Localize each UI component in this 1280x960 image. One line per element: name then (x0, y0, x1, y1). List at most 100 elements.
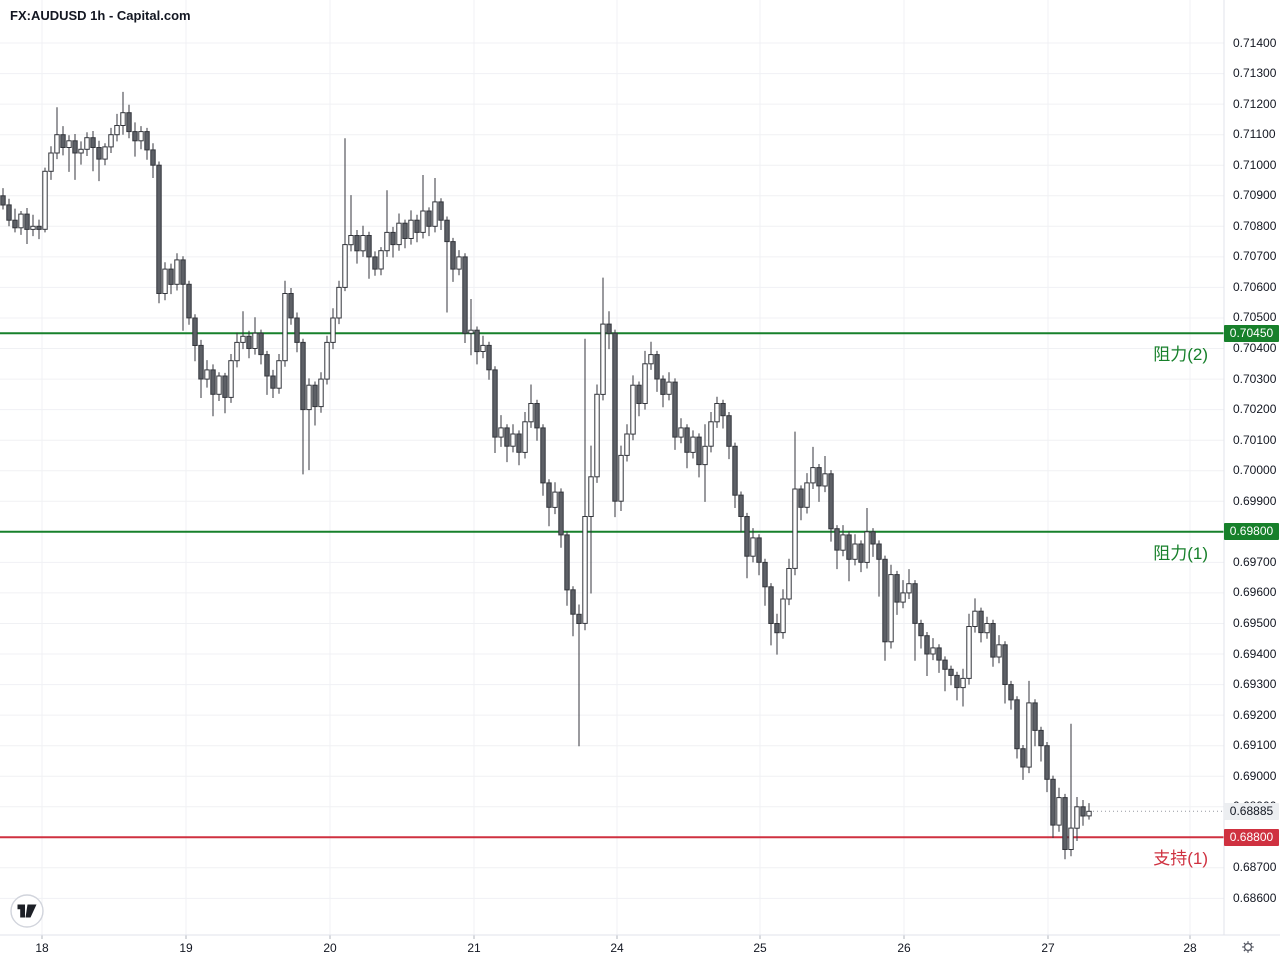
candle-body (60, 134, 66, 148)
candle-body (114, 125, 120, 136)
candle-body (354, 235, 360, 252)
candle-body (648, 354, 654, 365)
price-tick-label: 0.70700 (1233, 249, 1277, 264)
candle-body (402, 222, 408, 239)
resistance-1-price-badge: 0.69800 (1224, 523, 1279, 541)
price-tick-label: 0.70500 (1233, 310, 1277, 325)
candle-body (102, 146, 108, 160)
candle-body (750, 537, 756, 557)
price-tick-label: 0.71100 (1233, 127, 1276, 142)
candle-body (72, 140, 78, 154)
tradingview-logo[interactable] (10, 894, 44, 928)
candle-body (408, 219, 414, 239)
candle-body (900, 592, 906, 603)
candle-body (414, 219, 420, 233)
candle-body (30, 225, 36, 230)
price-tick-label: 0.70800 (1233, 218, 1277, 233)
candle-body (468, 329, 474, 334)
candle-body (918, 623, 924, 637)
candle-body (816, 467, 822, 487)
candle-body (42, 170, 48, 230)
candle-body (1020, 748, 1026, 768)
candle-body (858, 543, 864, 563)
candle-body (714, 403, 720, 423)
candle-body (240, 335, 246, 343)
price-tick-label: 0.70000 (1233, 463, 1277, 478)
candle-body (396, 222, 402, 246)
candle-body (48, 152, 54, 172)
candle-body (516, 433, 522, 453)
price-tick-label: 0.70400 (1233, 341, 1277, 355)
price-tick-label: 0.71000 (1233, 157, 1277, 172)
candle-body (18, 213, 24, 229)
price-tick-label: 0.69100 (1233, 738, 1277, 753)
candle-body (210, 369, 216, 395)
candle-body (948, 668, 954, 676)
candle-body (702, 445, 708, 466)
candle-body (534, 403, 540, 429)
time-label: 25 (753, 941, 767, 955)
candle-body (450, 241, 456, 270)
candle-body (732, 445, 738, 496)
candle-body (426, 210, 432, 227)
candle-body (852, 543, 858, 560)
candle-body (288, 293, 294, 319)
candle-body (618, 454, 624, 502)
candle-body (594, 393, 600, 478)
candle-body (360, 235, 366, 252)
time-axis[interactable]: 18 19 20 21 24 25 26 27 28 (0, 935, 1280, 960)
candle-body (972, 610, 978, 628)
time-label: 27 (1041, 941, 1055, 955)
price-tick-label: 0.69900 (1233, 493, 1277, 508)
candle-body (186, 283, 192, 319)
candle-body (312, 384, 318, 408)
resistance-2-label[interactable]: 阻力(2) (1153, 345, 1208, 365)
time-label: 19 (179, 941, 193, 955)
candle-body (174, 259, 180, 285)
settings-gear-icon[interactable] (1238, 937, 1258, 957)
candle-body (270, 375, 276, 389)
candle-body (456, 256, 462, 270)
candle-body (642, 363, 648, 404)
price-tick-label: 0.71400 (1233, 35, 1277, 50)
candle-body (876, 543, 882, 560)
candle-body (606, 323, 612, 334)
candle-body (810, 467, 816, 484)
support-1-label[interactable]: 支持(1) (1153, 849, 1208, 869)
candle-body (582, 516, 588, 624)
candle-body (54, 134, 60, 154)
resistance-1-label[interactable]: 阻力(1) (1153, 543, 1208, 563)
candle-body (1050, 778, 1056, 826)
candle-body (144, 131, 150, 151)
candle-body (960, 677, 966, 689)
candle-body (936, 647, 942, 661)
candle-body (1044, 745, 1050, 780)
candle-body (624, 433, 630, 456)
candle-body (1032, 702, 1038, 731)
candle-body (984, 623, 990, 634)
candle-body (882, 558, 888, 643)
candle-body (768, 586, 774, 624)
candle-body (990, 623, 996, 658)
candle-body (138, 131, 144, 142)
candle-body (324, 341, 330, 380)
price-axis[interactable]: 0.71400 0.71300 0.71200 0.71100 0.71000 0.709… (1224, 0, 1280, 935)
candle-body (6, 204, 12, 221)
candle-body (612, 332, 618, 502)
price-tick-label: 0.68600 (1233, 890, 1277, 905)
candle-body (438, 201, 444, 221)
candle-body (870, 531, 876, 545)
candle-body (834, 528, 840, 551)
candle-body (216, 375, 222, 395)
candle-body (690, 436, 696, 453)
price-tick-label: 0.69300 (1233, 677, 1277, 692)
time-label: 21 (467, 941, 481, 955)
candle-body (804, 482, 810, 508)
candle-body (0, 195, 6, 206)
candle-body (120, 112, 126, 126)
candle-body (570, 589, 576, 615)
candle-body (552, 491, 558, 508)
candle-body (96, 147, 102, 160)
